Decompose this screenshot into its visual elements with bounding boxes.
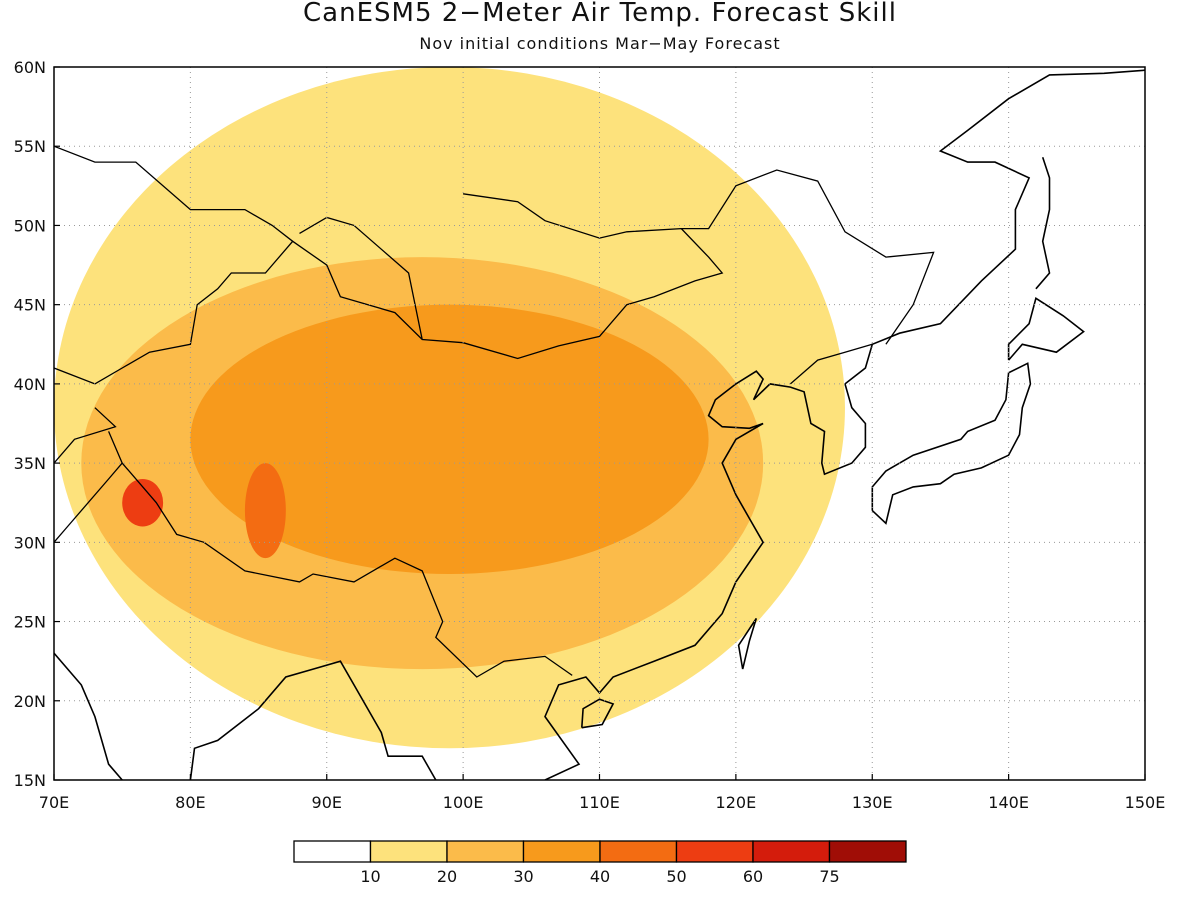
- country-border: [108, 431, 573, 678]
- lon-tick-label: 80E: [175, 793, 205, 812]
- coastline: [737, 617, 758, 670]
- skill-region-level-4: [244, 463, 286, 559]
- coastline: [1007, 297, 1085, 361]
- lat-tick-label: 60N: [14, 58, 46, 77]
- colorbar-swatch: [522, 840, 601, 863]
- lon-tick-label: 110E: [579, 793, 620, 812]
- coastline: [1035, 157, 1051, 290]
- colorbar-label: 20: [437, 867, 457, 886]
- colorbar-swatch: [293, 840, 372, 863]
- lon-tick-label: 140E: [988, 793, 1029, 812]
- lon-tick-label: 130E: [852, 793, 893, 812]
- coastlines: [54, 69, 1145, 780]
- colorbar-swatch: [828, 840, 907, 863]
- colorbar-swatch: [446, 840, 525, 863]
- colorbar-swatch: [369, 840, 448, 863]
- lat-tick-label: 30N: [14, 533, 46, 552]
- coastline: [871, 362, 1032, 525]
- coastline: [54, 652, 123, 780]
- colorbar-label: 30: [513, 867, 533, 886]
- lat-tick-label: 55N: [14, 137, 46, 156]
- lat-tick-label: 15N: [14, 771, 46, 790]
- coastline: [189, 660, 437, 780]
- country-border: [54, 407, 117, 464]
- map-title: CanESM5 2−Meter Air Temp. Forecast Skill: [303, 0, 897, 28]
- gridlines: [54, 67, 1145, 780]
- axis-ticks: 70E 80E 90E 100E 110E 120E 130E 140E 150E 15N 20N 2…: [14, 58, 1166, 812]
- lat-tick-label: 20N: [14, 692, 46, 711]
- lon-tick-label: 120E: [716, 793, 757, 812]
- country-border: [54, 145, 294, 242]
- colorbar-swatch: [599, 840, 678, 863]
- country-border: [463, 193, 682, 239]
- coastline: [581, 698, 615, 729]
- lat-tick-label: 35N: [14, 454, 46, 473]
- skill-shading: [54, 67, 845, 749]
- country-border: [54, 462, 123, 543]
- colorbar-swatch: [752, 840, 831, 863]
- skill-region-level-5: [122, 478, 164, 527]
- lat-tick-label: 40N: [14, 375, 46, 394]
- colorbar-label: 50: [666, 867, 686, 886]
- map-subtitle: Nov initial conditions Mar−May Forecast: [419, 34, 781, 53]
- colorbar-label: 60: [743, 867, 763, 886]
- lon-tick-label: 90E: [312, 793, 342, 812]
- colorbar: 10 20 30 40 50 60 75: [293, 840, 907, 886]
- coastline: [544, 69, 1145, 780]
- colorbar-label: 75: [819, 867, 839, 886]
- lat-tick-label: 25N: [14, 613, 46, 632]
- colorbar-label: 40: [590, 867, 610, 886]
- lon-tick-label: 70E: [39, 793, 69, 812]
- skill-region-level-3: [190, 304, 709, 575]
- lon-tick-label: 150E: [1125, 793, 1166, 812]
- country-border: [54, 169, 935, 385]
- colorbar-swatch: [675, 840, 754, 863]
- lon-tick-label: 100E: [443, 793, 484, 812]
- lat-tick-label: 45N: [14, 296, 46, 315]
- colorbar-label: 10: [360, 867, 380, 886]
- country-border: [789, 343, 873, 385]
- lat-tick-label: 50N: [14, 216, 46, 235]
